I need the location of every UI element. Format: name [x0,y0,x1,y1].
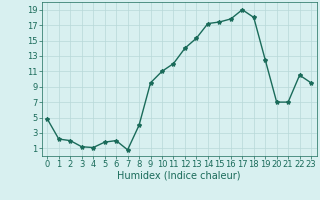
X-axis label: Humidex (Indice chaleur): Humidex (Indice chaleur) [117,171,241,181]
